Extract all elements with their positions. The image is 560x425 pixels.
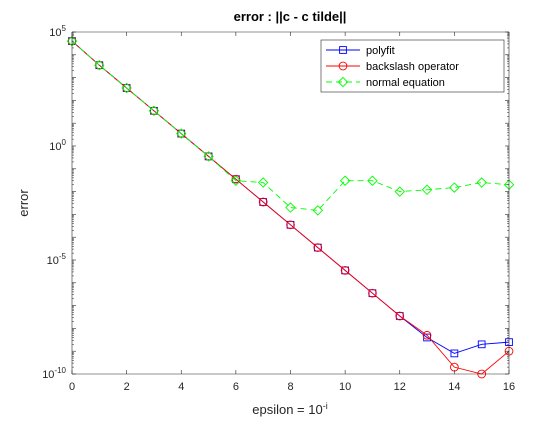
- legend-label-2: normal equation: [366, 77, 445, 89]
- x-tick-label: 6: [233, 381, 239, 393]
- x-tick-label: 0: [69, 381, 75, 393]
- x-axis-label-text: epsilon = 10: [252, 402, 322, 417]
- x-tick-label: 4: [178, 381, 184, 393]
- x-tick-label: 2: [124, 381, 130, 393]
- y-tick-label: 105: [49, 24, 66, 39]
- x-tick-label: 14: [448, 381, 460, 393]
- x-tick-label: 12: [394, 381, 406, 393]
- legend-label-0: polyfit: [366, 45, 395, 57]
- chart-title: error : ||c - c tilde||: [234, 9, 347, 24]
- y-tick-label: 100: [49, 138, 66, 153]
- x-tick-label: 16: [503, 381, 515, 393]
- x-tick-label: 8: [287, 381, 293, 393]
- y-tick-label: 10-10: [42, 366, 66, 381]
- y-tick-label: 10-5: [47, 252, 67, 267]
- x-axis-label: epsilon = 10-i: [252, 401, 327, 417]
- y-axis-label: error: [16, 189, 31, 217]
- x-tick-label: 10: [339, 381, 351, 393]
- legend: polyfit backslash operator normal equation: [321, 40, 504, 92]
- x-axis-label-superscript: -i: [323, 401, 328, 411]
- legend-label-1: backslash operator: [366, 61, 459, 73]
